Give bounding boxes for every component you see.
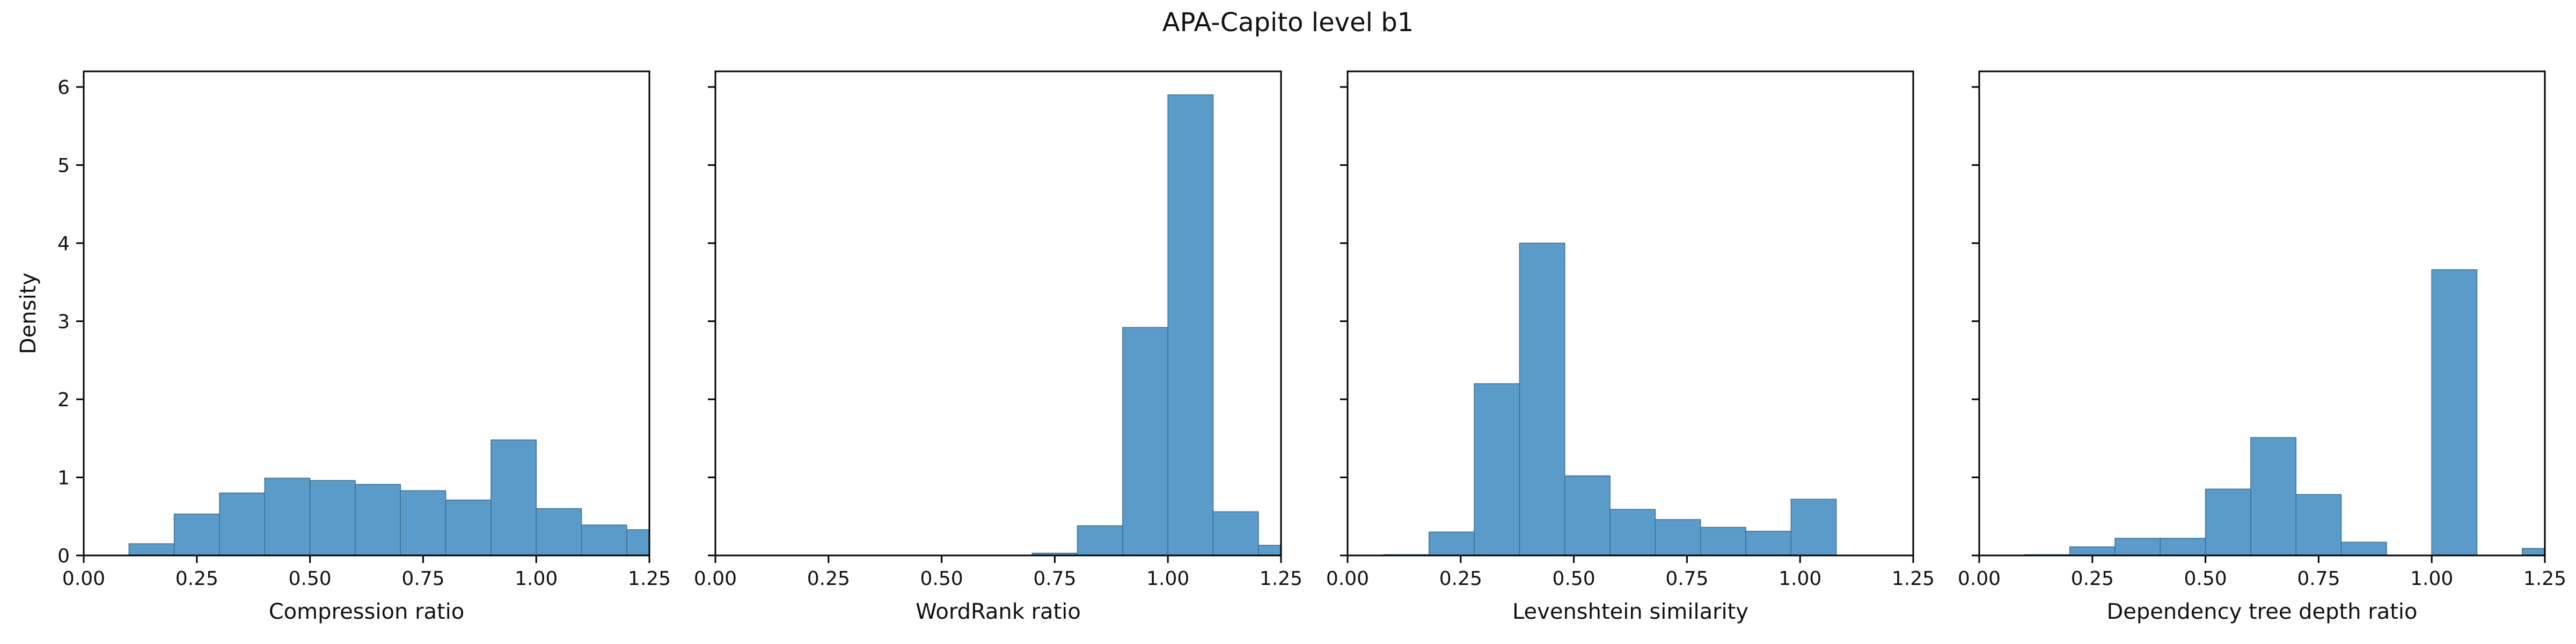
x-tick-label: 0.75 xyxy=(401,568,444,590)
y-tick-label: 6 xyxy=(57,77,70,99)
chart-panel-1: 0.00 0.25 0.50 0.75 1.00 1.25 0 1 2 3 4 5 6 Compressi… xyxy=(16,70,671,624)
x-tick-label: 1.25 xyxy=(1260,568,1302,590)
x-tick-label: 0.00 xyxy=(62,568,105,590)
histogram-bar xyxy=(2340,541,2387,555)
y-tick-label: 4 xyxy=(57,233,70,255)
histogram-bar xyxy=(2205,488,2251,555)
x-tick-label: 1.00 xyxy=(2410,568,2453,590)
histogram-bar xyxy=(219,492,266,555)
histogram-bar xyxy=(1212,511,1259,555)
histogram-bar xyxy=(264,478,311,555)
histogram-bar xyxy=(1609,509,1656,555)
x-tick-label: 0.00 xyxy=(694,568,737,590)
histogram-bar xyxy=(2295,494,2342,555)
histogram-bar xyxy=(2114,538,2161,555)
histogram-bar xyxy=(2250,437,2296,555)
x-tick-label: 0.25 xyxy=(1439,568,1482,590)
histogram-bar xyxy=(400,490,447,555)
y-axis-label: Density xyxy=(16,273,41,354)
y-tick-label: 5 xyxy=(57,155,70,177)
y-tick-label: 1 xyxy=(57,467,70,489)
histogram-bar xyxy=(128,543,175,555)
x-tick-label: 1.25 xyxy=(2523,568,2566,590)
histogram-bar xyxy=(1700,526,1746,555)
y-tick-label: 0 xyxy=(57,545,70,567)
x-tick-label: 0.50 xyxy=(289,568,332,590)
chart-panel-2: 0.00 0.25 0.50 0.75 1.00 1.25 WordRank ratio xyxy=(694,70,1302,624)
x-axis-label: Compression ratio xyxy=(269,599,465,624)
histogram-bar xyxy=(2160,538,2206,555)
chart-panel-3: 0.00 0.25 0.50 0.75 1.00 1.25 Levenshtein simi… xyxy=(1326,70,1935,624)
histogram-bar xyxy=(2431,269,2478,555)
histogram-bar xyxy=(1655,519,1701,555)
histogram-bar xyxy=(1564,475,1611,555)
histogram-bar xyxy=(626,529,649,555)
x-tick-label: 1.25 xyxy=(1892,568,1935,590)
histogram-bars xyxy=(1383,243,1837,555)
x-axis-label: WordRank ratio xyxy=(916,599,1081,624)
histogram-bars xyxy=(128,439,649,555)
histogram-bar xyxy=(355,484,401,555)
x-tick-label: 1.00 xyxy=(1779,568,1821,590)
histogram-bar xyxy=(1167,94,1214,555)
histogram-bar xyxy=(1519,243,1565,555)
histogram-bar xyxy=(445,499,492,555)
x-tick-label: 1.00 xyxy=(515,568,558,590)
histogram-bar xyxy=(309,480,356,555)
x-tick-label: 0.50 xyxy=(920,568,963,590)
x-tick-label: 0.00 xyxy=(1958,568,2001,590)
histogram-bar xyxy=(536,508,582,555)
x-tick-label: 0.75 xyxy=(1665,568,1708,590)
histogram-bar xyxy=(1474,383,1520,555)
x-tick-label: 0.75 xyxy=(2297,568,2340,590)
x-tick-label: 0.25 xyxy=(807,568,850,590)
histogram-bar xyxy=(1745,531,1792,555)
histogram-bar xyxy=(173,514,220,555)
plot-frame xyxy=(714,70,1282,557)
x-tick-label: 0.50 xyxy=(2184,568,2227,590)
histogram-bar xyxy=(2069,546,2116,555)
histogram-bar xyxy=(491,439,537,555)
histogram-bar xyxy=(1122,327,1168,555)
chart-panel-4: 0.00 0.25 0.50 0.75 1.00 1.25 Dependency tree … xyxy=(1958,70,2566,624)
x-axis-label: Dependency tree depth ratio xyxy=(2106,599,2417,624)
histogram-bars xyxy=(2024,269,2545,555)
histogram-bar xyxy=(1258,545,1281,555)
x-tick-label: 0.50 xyxy=(1553,568,1596,590)
histogram-bar xyxy=(581,524,627,555)
figure-title: APA-Capito level b1 xyxy=(1162,8,1414,38)
plot-frame xyxy=(1978,70,2546,557)
plot-frame xyxy=(1346,70,1914,557)
histogram-bar xyxy=(1077,525,1123,555)
x-tick-label: 1.25 xyxy=(628,568,671,590)
x-tick-label: 0.25 xyxy=(175,568,218,590)
y-tick-label: 3 xyxy=(57,311,70,333)
x-tick-label: 1.00 xyxy=(1146,568,1189,590)
histogram-bar xyxy=(1429,531,1475,555)
x-tick-label: 0.75 xyxy=(1033,568,1076,590)
y-tick-label: 2 xyxy=(57,389,70,411)
histogram-bars xyxy=(1031,94,1281,555)
x-tick-label: 0.00 xyxy=(1326,568,1369,590)
plot-frame xyxy=(83,70,650,557)
x-tick-label: 0.25 xyxy=(2071,568,2114,590)
histogram-bar xyxy=(1790,499,1837,555)
x-axis-label: Levenshtein similarity xyxy=(1512,599,1748,624)
